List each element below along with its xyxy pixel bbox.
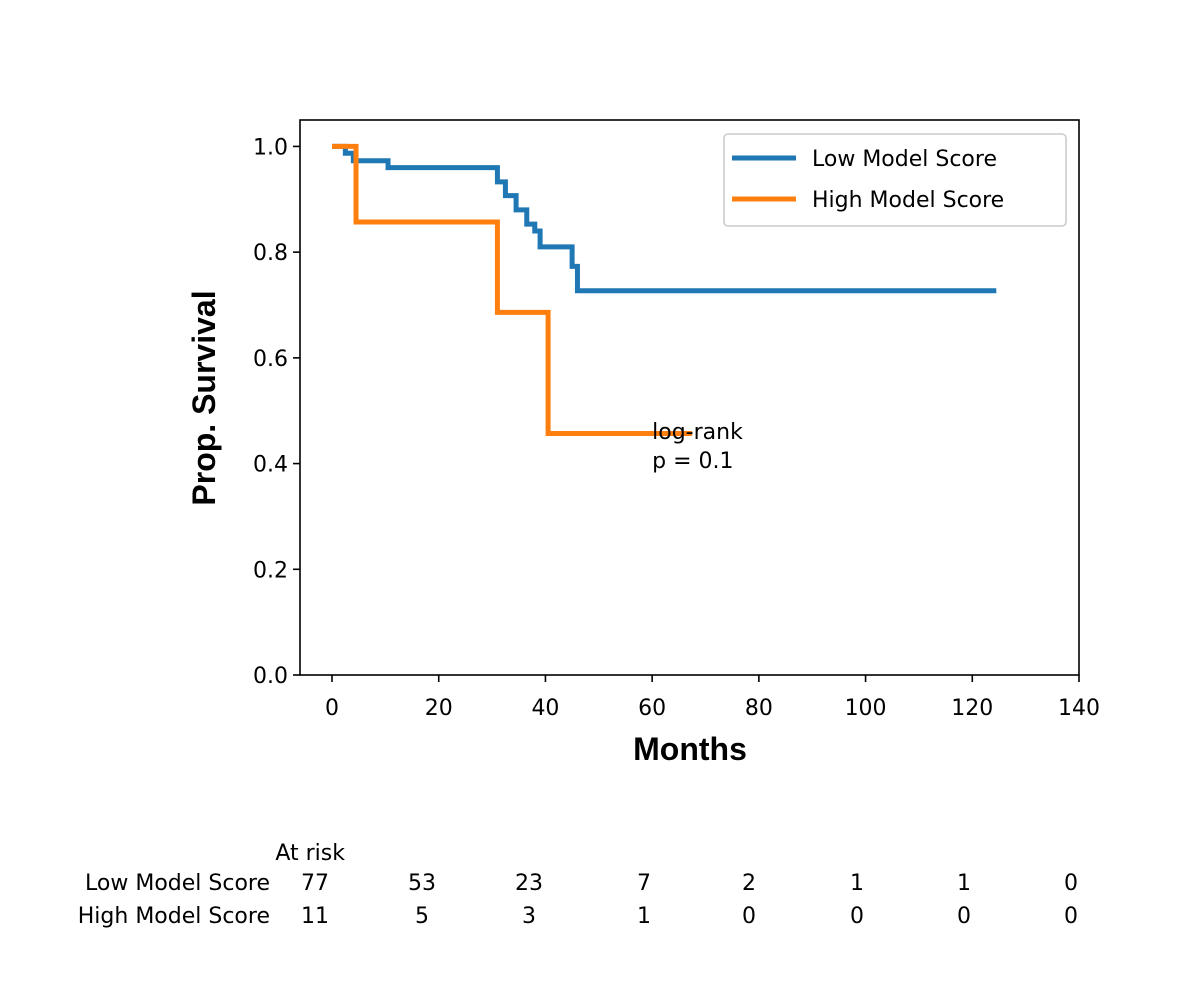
at-risk-row-label: High Model Score [78, 904, 270, 929]
at-risk-count: 11 [301, 904, 329, 929]
x-tick-label: 140 [1058, 696, 1100, 721]
y-axis-label: Prop. Survival [186, 290, 222, 505]
x-tick-label: 40 [531, 696, 559, 721]
p-value-label: p = 0.1 [652, 449, 733, 474]
y-tick-label: 0.0 [253, 664, 288, 689]
x-tick-label: 20 [425, 696, 453, 721]
at-risk-count: 0 [742, 904, 756, 929]
at-risk-count: 3 [522, 904, 536, 929]
series-line-low-model-score [332, 143, 997, 294]
plot-frame [299, 119, 1080, 676]
x-tick-label: 100 [845, 696, 887, 721]
at-risk-count: 7 [637, 871, 651, 896]
y-tick-label: 0.8 [253, 241, 288, 266]
at-risk-count: 0 [1064, 904, 1078, 929]
y-tick-label: 0.6 [253, 347, 288, 372]
at-risk-count: 53 [408, 871, 436, 896]
x-axis: 0 20 40 60 80 100 120 140 [325, 675, 1100, 721]
at-risk-count: 2 [742, 871, 756, 896]
legend: Low Model Score High Model Score [723, 133, 1067, 227]
y-tick-label: 0.4 [253, 453, 288, 478]
x-axis-label: Months [633, 731, 747, 767]
plot-area [299, 119, 1080, 676]
at-risk-count: 1 [637, 904, 651, 929]
log-rank-label: log-rank [652, 420, 743, 445]
y-tick-label: 1.0 [253, 135, 288, 160]
y-tick-label: 0.2 [253, 558, 288, 583]
at-risk-count: 0 [957, 904, 971, 929]
x-tick-label: 120 [951, 696, 993, 721]
series-line-high-model-score [332, 143, 693, 436]
at-risk-count: 0 [1064, 871, 1078, 896]
at-risk-row-label: Low Model Score [85, 871, 270, 896]
y-axis: 0.0 0.2 0.4 0.6 0.8 1.0 [253, 135, 300, 689]
x-tick-label: 80 [745, 696, 773, 721]
at-risk-count: 1 [850, 871, 864, 896]
at-risk-count: 23 [515, 871, 543, 896]
legend-label-low-model-score: Low Model Score [812, 147, 997, 172]
x-tick-label: 60 [638, 696, 666, 721]
at-risk-count: 0 [850, 904, 864, 929]
x-tick-label: 0 [325, 696, 339, 721]
legend-label-high-model-score: High Model Score [812, 188, 1004, 213]
log-rank-annotation: log-rank p = 0.1 [652, 420, 743, 474]
at-risk-count: 1 [957, 871, 971, 896]
at-risk-count: 77 [301, 871, 329, 896]
at-risk-count: 5 [415, 904, 429, 929]
at-risk-title: At risk [275, 841, 345, 866]
legend-frame [723, 133, 1067, 227]
